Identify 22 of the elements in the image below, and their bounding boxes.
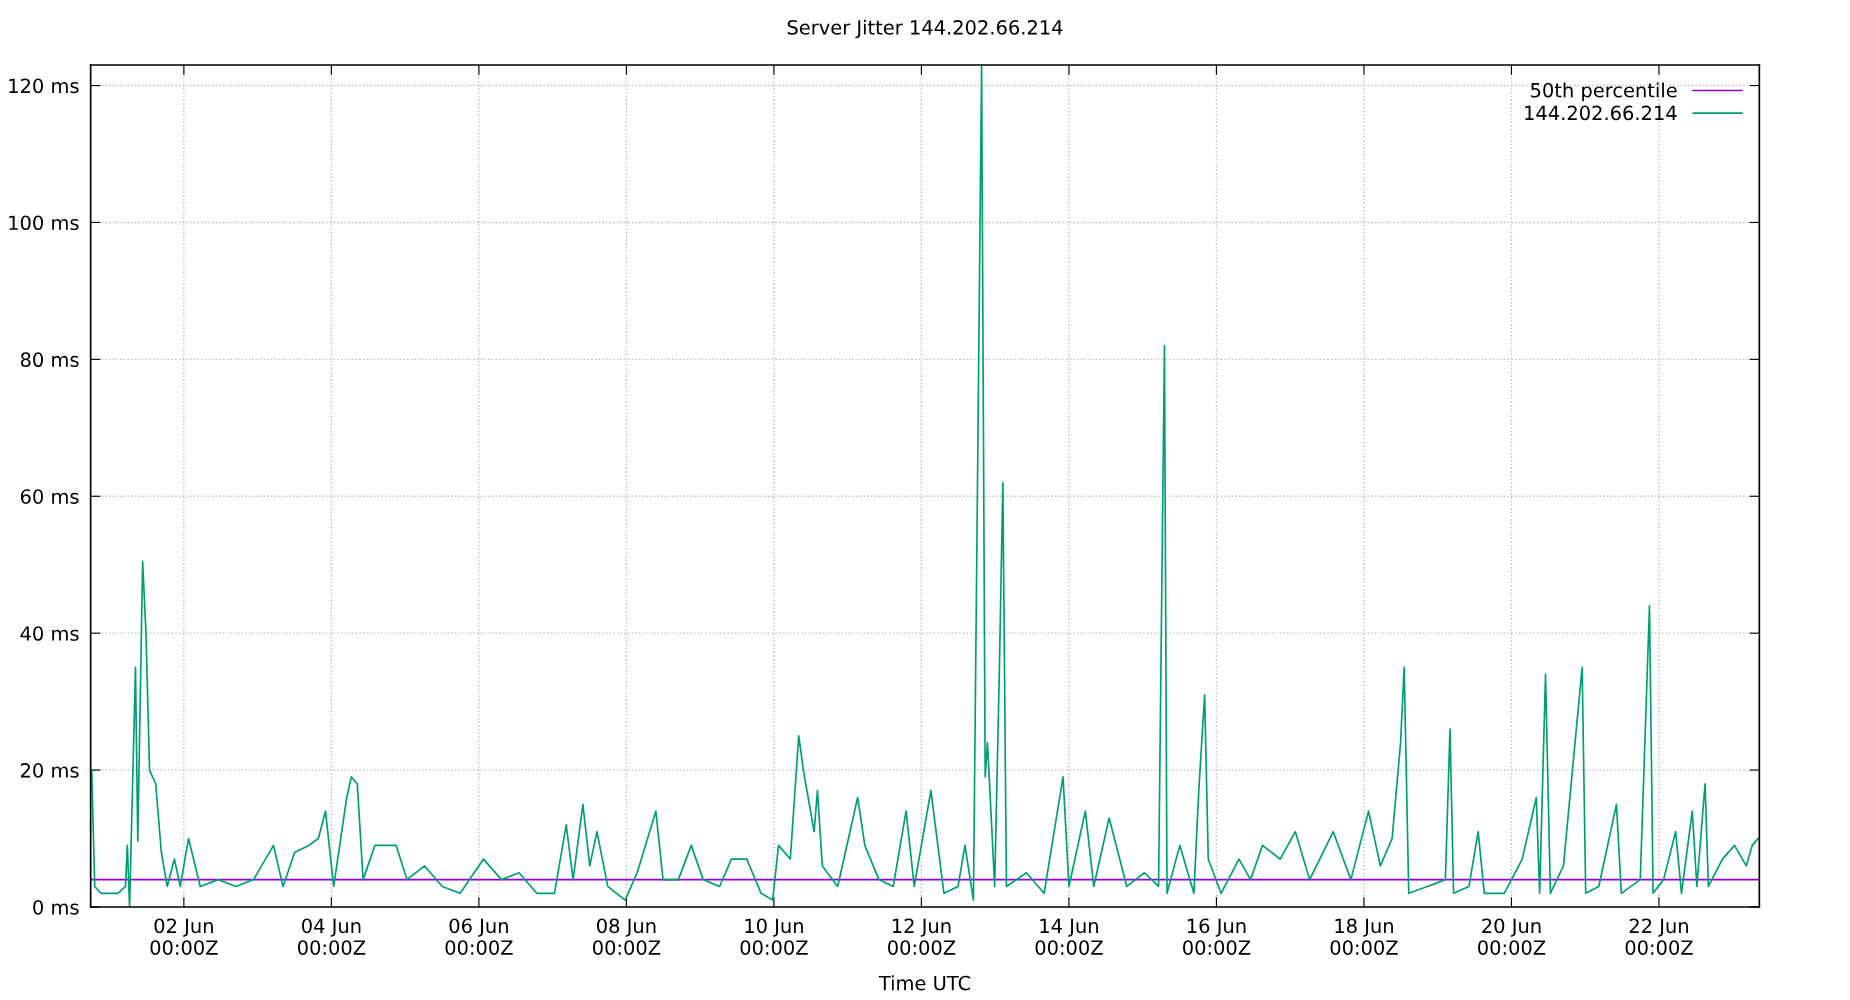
y-tick-label: 120 ms bbox=[9, 78, 79, 94]
y-tick-label: 20 ms bbox=[20, 763, 79, 778]
x-tick-label: 06 Jun 00:00Z bbox=[445, 918, 513, 955]
legend-label: 144.202.66.214 bbox=[1525, 105, 1677, 121]
x-tick-label: 12 Jun 00:00Z bbox=[888, 918, 956, 955]
legend-label: 50th percentile bbox=[1531, 82, 1677, 102]
chart-title: Server Jitter 144.202.66.214 bbox=[787, 19, 1063, 39]
x-tick-label: 10 Jun 00:00Z bbox=[740, 918, 808, 955]
x-tick-label: 16 Jun 00:00Z bbox=[1183, 918, 1251, 955]
y-tick-label: 40 ms bbox=[20, 626, 79, 641]
x-tick-label: 20 Jun 00:00Z bbox=[1478, 918, 1546, 955]
x-tick-label: 14 Jun 00:00Z bbox=[1035, 918, 1103, 955]
x-tick-label: 02 Jun 00:00Z bbox=[150, 918, 218, 955]
x-tick-label: 22 Jun 00:00Z bbox=[1625, 918, 1693, 955]
y-tick-label: 0 ms bbox=[33, 899, 79, 915]
y-tick-label: 80 ms bbox=[20, 352, 79, 368]
y-tick-label: 60 ms bbox=[20, 489, 79, 504]
x-tick-label: 04 Jun 00:00Z bbox=[297, 918, 366, 955]
y-tick-label: 100 ms bbox=[9, 215, 79, 231]
x-axis-title: Time UTC bbox=[878, 975, 971, 991]
x-tick-label: 08 Jun 00:00Z bbox=[593, 918, 661, 955]
x-tick-label: 18 Jun 00:00Z bbox=[1330, 918, 1398, 955]
